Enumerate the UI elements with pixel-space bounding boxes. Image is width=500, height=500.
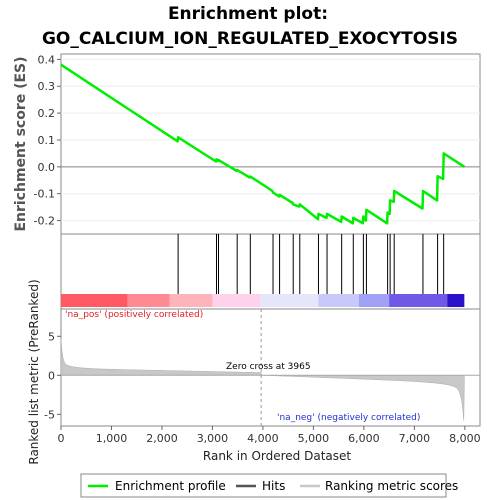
es-ytick-label: 0.4	[38, 53, 56, 66]
zero-cross-label: Zero cross at 3965	[226, 362, 311, 372]
x-axis-label: Rank in Ordered Dataset	[203, 449, 351, 463]
chart-title-line2: GO_CALCIUM_ION_REGULATED_EXOCYTOSIS	[42, 29, 458, 49]
metric-ytick-label: -5	[44, 408, 55, 421]
heat-band	[127, 294, 170, 307]
neg-correlated-label: 'na_neg' (negatively correlated)	[277, 413, 420, 423]
metric-ytick-label: 5	[48, 330, 55, 343]
x-tick-label: 0	[58, 432, 65, 445]
legend-profile-label: Enrichment profile	[115, 479, 226, 493]
x-tick-label: 8,000	[449, 432, 481, 445]
x-tick-label: 5,000	[298, 432, 330, 445]
es-ytick-label: 0.0	[38, 161, 56, 174]
heat-band	[389, 294, 448, 307]
enrichment-profile-line	[60, 63, 466, 225]
es-ytick-label: -0.2	[34, 215, 55, 228]
metric-panel	[60, 308, 481, 427]
heat-band	[169, 294, 213, 307]
heat-band	[447, 294, 465, 307]
heat-band	[358, 294, 390, 307]
metric-ytick-label: 0	[48, 369, 55, 382]
legend-metric-label: Ranking metric scores	[325, 479, 458, 493]
pos-correlated-label: 'na_pos' (positively correlated)	[65, 310, 203, 320]
x-tick-label: 3,000	[197, 432, 229, 445]
heat-band	[318, 294, 359, 307]
x-tick-label: 6,000	[348, 432, 380, 445]
x-tick-label: 2,000	[146, 432, 178, 445]
legend-hits-label: Hits	[262, 479, 285, 493]
es-panel	[60, 53, 481, 235]
es-ytick-label: 0.3	[38, 80, 56, 93]
es-axis-label: Enrichment score (ES)	[13, 56, 29, 231]
metric-axis-label: Ranked list metric (PreRanked)	[27, 279, 41, 464]
x-tick-label: 7,000	[399, 432, 431, 445]
x-tick-label: 1,000	[96, 432, 128, 445]
es-ytick-label: 0.1	[38, 134, 56, 147]
heat-band	[61, 294, 128, 307]
x-tick-label: 4,000	[247, 432, 279, 445]
heat-band	[212, 294, 261, 307]
es-ytick-label: -0.1	[34, 188, 55, 201]
es-ytick-label: 0.2	[38, 107, 56, 120]
legend-box	[80, 473, 447, 498]
chart-title-line1: Enrichment plot:	[168, 4, 328, 24]
heat-band	[260, 294, 319, 307]
